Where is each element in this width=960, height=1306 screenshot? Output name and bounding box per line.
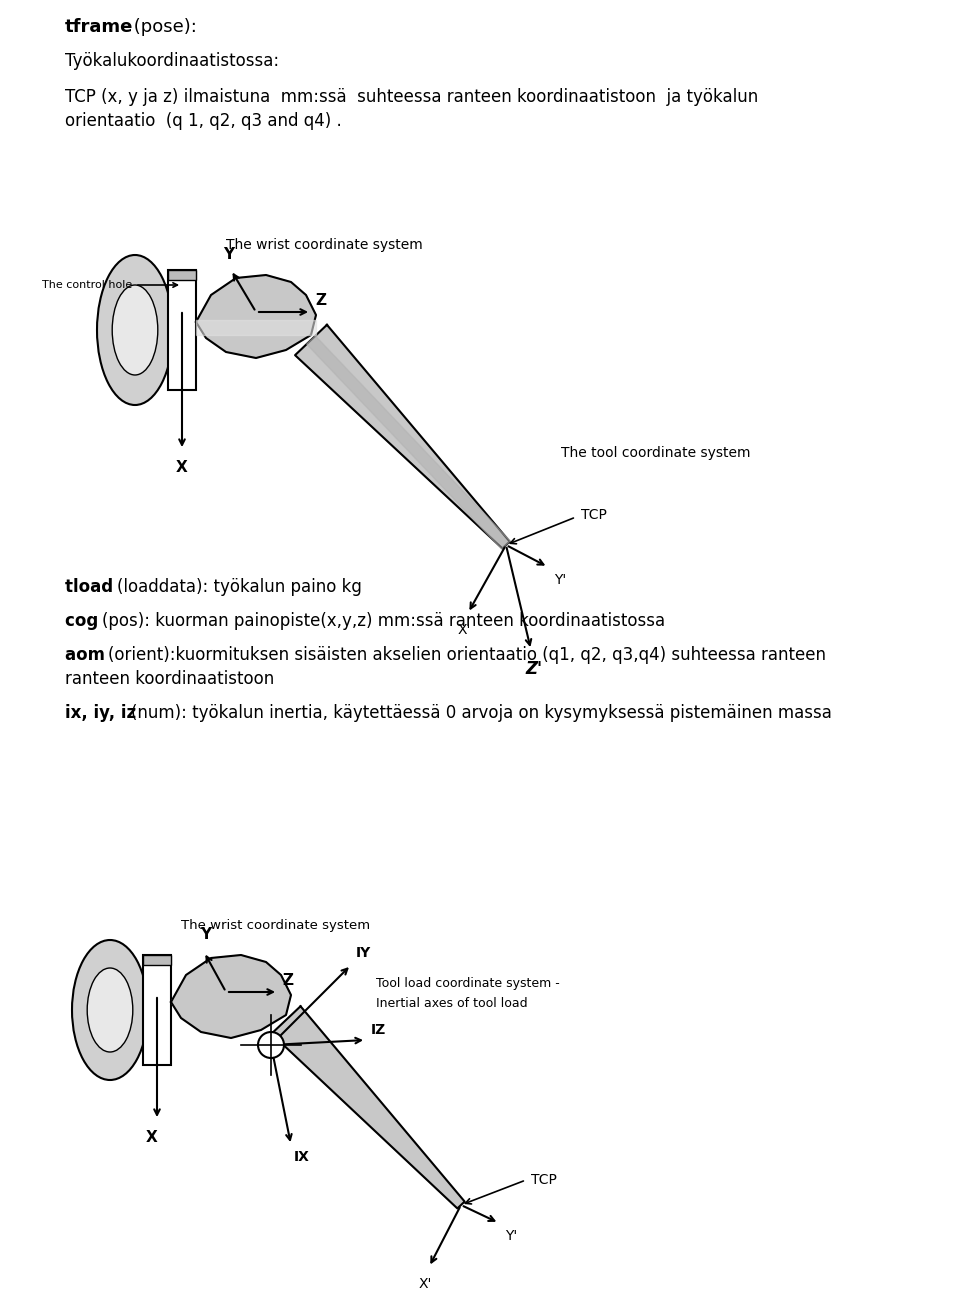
Text: The control hole: The control hole	[42, 279, 178, 290]
Text: (num): työkalun inertia, käytettäessä 0 arvoja on kysymyksessä pistemäinen massa: (num): työkalun inertia, käytettäessä 0 …	[131, 704, 832, 722]
Text: X: X	[176, 460, 188, 475]
Text: ix, iy, iz: ix, iy, iz	[65, 704, 142, 722]
Text: Tool load coordinate system -: Tool load coordinate system -	[376, 977, 560, 990]
Polygon shape	[171, 955, 291, 1038]
Text: X: X	[146, 1130, 157, 1145]
Ellipse shape	[97, 255, 173, 405]
Bar	[168, 270, 196, 390]
Bar	[143, 955, 171, 965]
Polygon shape	[295, 325, 510, 549]
Text: Y': Y'	[554, 573, 566, 586]
Text: IX: IX	[294, 1151, 310, 1164]
Text: TCP (x, y ja z) ilmaistuna  mm:ssä  suhteessa ranteen koordinaatistoon  ja työka: TCP (x, y ja z) ilmaistuna mm:ssä suhtee…	[65, 88, 758, 106]
Text: cog: cog	[65, 613, 104, 629]
Text: tframe: tframe	[65, 18, 133, 37]
Text: (loaddata): työkalun paino kg: (loaddata): työkalun paino kg	[117, 579, 362, 596]
Text: X': X'	[457, 623, 470, 637]
Text: TCP: TCP	[581, 508, 607, 522]
Text: Y: Y	[224, 247, 234, 263]
Text: The wrist coordinate system: The wrist coordinate system	[226, 238, 422, 252]
Text: Z: Z	[315, 293, 326, 308]
Text: The tool coordinate system: The tool coordinate system	[561, 447, 751, 460]
Ellipse shape	[72, 940, 148, 1080]
Text: Työkalukoordinaatistossa:: Työkalukoordinaatistossa:	[65, 52, 279, 71]
Text: Inertial axes of tool load: Inertial axes of tool load	[376, 996, 528, 1010]
Text: X': X'	[419, 1277, 432, 1292]
Text: Z': Z'	[525, 660, 542, 678]
Text: TCP: TCP	[531, 1173, 557, 1187]
Polygon shape	[196, 276, 316, 358]
Text: (pose):: (pose):	[128, 18, 197, 37]
Text: ranteen koordinaatistoon: ranteen koordinaatistoon	[65, 670, 275, 688]
Text: Y: Y	[201, 927, 211, 942]
Polygon shape	[306, 336, 511, 549]
Bar	[168, 270, 196, 279]
Text: The wrist coordinate system: The wrist coordinate system	[181, 919, 371, 932]
Text: tload: tload	[65, 579, 119, 596]
Text: Y': Y'	[505, 1229, 517, 1243]
Text: IZ: IZ	[371, 1023, 386, 1037]
Circle shape	[258, 1032, 284, 1058]
Text: Z: Z	[282, 973, 293, 989]
Bar	[143, 955, 171, 1064]
Polygon shape	[196, 320, 316, 336]
Ellipse shape	[87, 968, 132, 1053]
Text: (orient):kuormituksen sisäisten akselien orientaatio (q1, q2, q3,q4) suhteessa r: (orient):kuormituksen sisäisten akselien…	[108, 646, 826, 663]
Ellipse shape	[112, 285, 157, 375]
Polygon shape	[272, 1006, 465, 1208]
Text: (pos): kuorman painopiste(x,y,z) mm:ssä ranteen koordinaatistossa: (pos): kuorman painopiste(x,y,z) mm:ssä …	[102, 613, 665, 629]
Text: aom: aom	[65, 646, 110, 663]
Text: orientaatio  (q 1, q2, q3 and q4) .: orientaatio (q 1, q2, q3 and q4) .	[65, 112, 342, 131]
Text: IY: IY	[356, 946, 372, 960]
